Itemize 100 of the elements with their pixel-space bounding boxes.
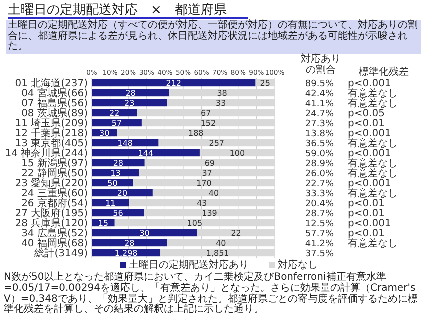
y-tick-label: 04 宮城県(66) <box>22 88 88 100</box>
text: 41.2% <box>305 240 334 250</box>
y-tick-label: 08 茨城県(89) <box>22 108 88 120</box>
y-tick-label: 27 大阪府(195) <box>15 208 88 220</box>
chart-subtitle: 土曜日の定期配送対応（すべての便が対応、一部便が対応）の有無について、対応ありの割合に、都道府県による差が見られ、休日配送対応状況には地域差がある可能性が示唆された。 <box>6 20 421 54</box>
annotation: 33 <box>216 99 226 108</box>
annotation: 1,851 <box>206 249 230 258</box>
legend-label: 対応なし <box>278 259 318 271</box>
text: 20.4% <box>305 200 334 210</box>
annotation: 139 <box>202 209 218 218</box>
text: 対応ありの割合 <box>300 54 342 76</box>
annotation: 23 <box>124 99 135 108</box>
text: 12.5% <box>305 220 334 230</box>
y-tick-label: 24 三重県(60) <box>22 188 88 200</box>
text: p<0.05 <box>348 108 385 120</box>
text: p<0.01 <box>348 198 385 210</box>
bar <box>92 99 168 107</box>
bar <box>92 189 153 197</box>
annotation: 105 <box>187 219 203 228</box>
y-tick-label: 34 広島県(52) <box>22 228 88 240</box>
bar <box>92 229 198 237</box>
text: p<0.001 <box>348 148 392 160</box>
text: 42.4% <box>305 90 334 100</box>
text: p<0.01 <box>348 208 385 220</box>
text: 有意差なし <box>348 158 398 170</box>
annotation: 20 <box>117 189 128 198</box>
y-tick-label: 40 福岡県(68) <box>22 238 88 250</box>
annotation: 28 <box>124 239 135 248</box>
text: 36.5% <box>305 140 334 150</box>
y-tick-label: 28 兵庫県(120) <box>15 218 88 230</box>
text: N数が50以上となった都道府県において、カイ二乗検定及びBonferroni補正有意水準=0.05/17=0.00294を適応し、「有意差あり」となった。さらに効果量の計算（Cramer's V）=0.348であり、「効果量大」と判定された。都道府県ごとの寄与度を評価するために標準化残差を計算し、その結果の解釈は上記に示した通り。 <box>4 272 419 316</box>
bar <box>92 89 170 97</box>
annotation: 30 <box>140 229 150 238</box>
text: p<0.001 <box>348 78 392 90</box>
annotation: 212 <box>166 79 182 88</box>
text: 41.1% <box>305 100 334 110</box>
text: p<0.001 <box>348 178 392 190</box>
text: 標準化残差 <box>359 66 409 78</box>
annotation: 40 <box>208 189 220 198</box>
bar <box>92 239 168 247</box>
text: 37.5% <box>305 250 334 260</box>
annotation: 69 <box>204 159 216 168</box>
bar <box>92 149 200 157</box>
text: 有意差なし <box>348 238 398 250</box>
y-tick-label: 総計(3149) <box>34 248 88 260</box>
annotation: 57 <box>112 119 122 128</box>
text: p<0.01 <box>348 118 385 130</box>
annotation: 56 <box>113 209 124 218</box>
annotation: 25 <box>260 79 270 88</box>
annotation: 148 <box>118 139 134 148</box>
text: 22.7% <box>305 180 334 190</box>
text: 有意差なし <box>348 98 398 110</box>
annotation: 50 <box>108 179 118 188</box>
y-tick-label: 15 新潟県(97) <box>22 158 88 170</box>
y-tick-label: 13 東京都(405) <box>15 138 88 150</box>
text: p<0.001 <box>348 218 392 230</box>
text: 有意差なし <box>348 138 398 150</box>
annotation: 152 <box>200 119 216 128</box>
text: 57.7% <box>305 230 334 240</box>
text: 28.7% <box>305 210 334 220</box>
y-tick-label: 26 京都府(54) <box>22 198 88 210</box>
annotation: 1,298 <box>114 249 138 258</box>
text: 27.3% <box>305 120 334 130</box>
annotation: 43 <box>197 199 208 208</box>
bar <box>92 119 142 127</box>
text: 13.8% <box>305 130 334 140</box>
annotation: 28 <box>113 159 124 168</box>
y-tick-label: 23 愛知県(220) <box>15 178 88 190</box>
annotation: 67 <box>201 109 212 118</box>
annotation: 37 <box>202 169 212 178</box>
y-tick-label: 07 福島県(56) <box>22 98 88 110</box>
legend-label: 土曜日の定期配送対応あり <box>129 259 249 271</box>
y-tick-label: 11 埼玉県(209) <box>15 118 88 130</box>
annotation: 13 <box>110 169 121 178</box>
text: p<0.01 <box>348 228 385 240</box>
chart-title: 土曜日の定期配送対応 × 都道府県 <box>8 2 227 19</box>
annotation: 11 <box>106 199 116 208</box>
y-tick-label: 12 千葉県(218) <box>15 128 88 140</box>
y-tick-label: 14 神奈川県(244) <box>5 148 88 160</box>
text: 89.5% <box>305 80 334 90</box>
annotation: 22 <box>110 109 120 118</box>
annotation: 15 <box>98 219 109 228</box>
text: 有意差なし <box>348 88 398 100</box>
annotation: 30 <box>100 129 110 138</box>
y-tick-label: 01 北海道(237) <box>15 78 88 90</box>
annotation: 170 <box>196 179 212 188</box>
text: 33.3% <box>305 190 334 200</box>
annotation: 100 <box>230 149 246 158</box>
bar <box>92 79 256 87</box>
annotation: 22 <box>231 229 242 238</box>
annotation: 257 <box>209 139 225 148</box>
text: 有意差なし <box>348 168 398 180</box>
text: 有意差なし <box>348 188 398 200</box>
text: 26.0% <box>305 170 334 180</box>
annotation: 188 <box>188 129 204 138</box>
annotation: 38 <box>217 89 228 98</box>
annotation: 28 <box>126 89 136 98</box>
text: 24.7% <box>305 110 334 120</box>
y-tick-label: 22 静岡県(50) <box>22 168 88 180</box>
text: p<0.001 <box>348 128 392 140</box>
